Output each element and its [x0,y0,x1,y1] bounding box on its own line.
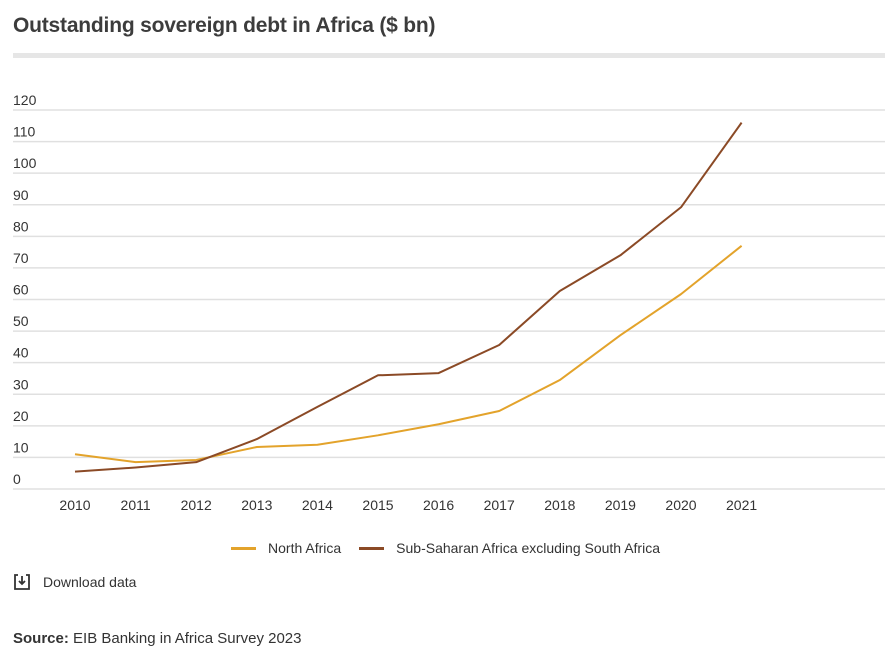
y-axis-ticks: 0 10 20 30 40 50 60 70 80 90 100 110 120 [13,92,37,487]
y-tick-label: 0 [13,471,21,487]
source-label: Source: [13,630,69,647]
y-tick-label: 110 [13,124,36,140]
y-tick-label: 30 [13,376,29,392]
x-tick-label: 2010 [59,497,90,513]
y-tick-label: 20 [13,408,29,424]
download-label: Download data [43,574,137,590]
legend-item-north-africa[interactable]: North Africa [225,540,341,556]
x-tick-label: 2013 [241,497,272,513]
title-divider [13,53,885,58]
y-tick-label: 90 [13,187,29,203]
series-line-sub-saharan-africa [74,122,743,473]
series-lines [74,122,743,473]
legend-item-sub-saharan-africa[interactable]: Sub-Saharan Africa excluding South Afric… [353,540,660,556]
series-line-north-africa [74,245,743,464]
x-tick-label: 2017 [484,497,515,513]
legend-swatch-north-africa [231,546,257,550]
source-note: Source: EIB Banking in Africa Survey 202… [13,630,302,647]
x-tick-label: 2019 [605,497,636,513]
x-tick-label: 2015 [362,497,393,513]
chart-title: Outstanding sovereign debt in Africa ($ … [13,14,436,37]
x-axis-ticks: 2010 2011 2012 2013 2014 2015 2016 2017 2018 2019… [59,497,757,513]
x-tick-label: 2018 [544,497,575,513]
x-tick-label: 2016 [423,497,454,513]
y-tick-label: 70 [13,250,29,266]
y-tick-label: 120 [13,92,37,108]
x-tick-label: 2014 [302,497,333,513]
source-text: EIB Banking in Africa Survey 2023 [68,630,302,647]
y-tick-label: 60 [13,282,29,298]
y-tick-label: 50 [13,313,29,329]
legend-swatch-sub-saharan-africa [359,546,385,550]
y-tick-label: 10 [13,439,29,455]
x-tick-label: 2021 [726,497,757,513]
y-tick-label: 100 [13,155,37,171]
x-tick-label: 2012 [181,497,212,513]
download-icon [14,574,30,590]
download-data-button[interactable]: Download data [13,573,136,591]
x-tick-label: 2020 [665,497,696,513]
legend-label: Sub-Saharan Africa excluding South Afric… [396,540,660,556]
x-tick-label: 2011 [121,497,151,513]
y-tick-label: 40 [13,345,29,361]
legend: North Africa Sub-Saharan Africa excludin… [0,540,885,556]
gridlines [13,109,885,490]
legend-label: North Africa [268,540,342,556]
y-tick-label: 80 [13,218,29,234]
